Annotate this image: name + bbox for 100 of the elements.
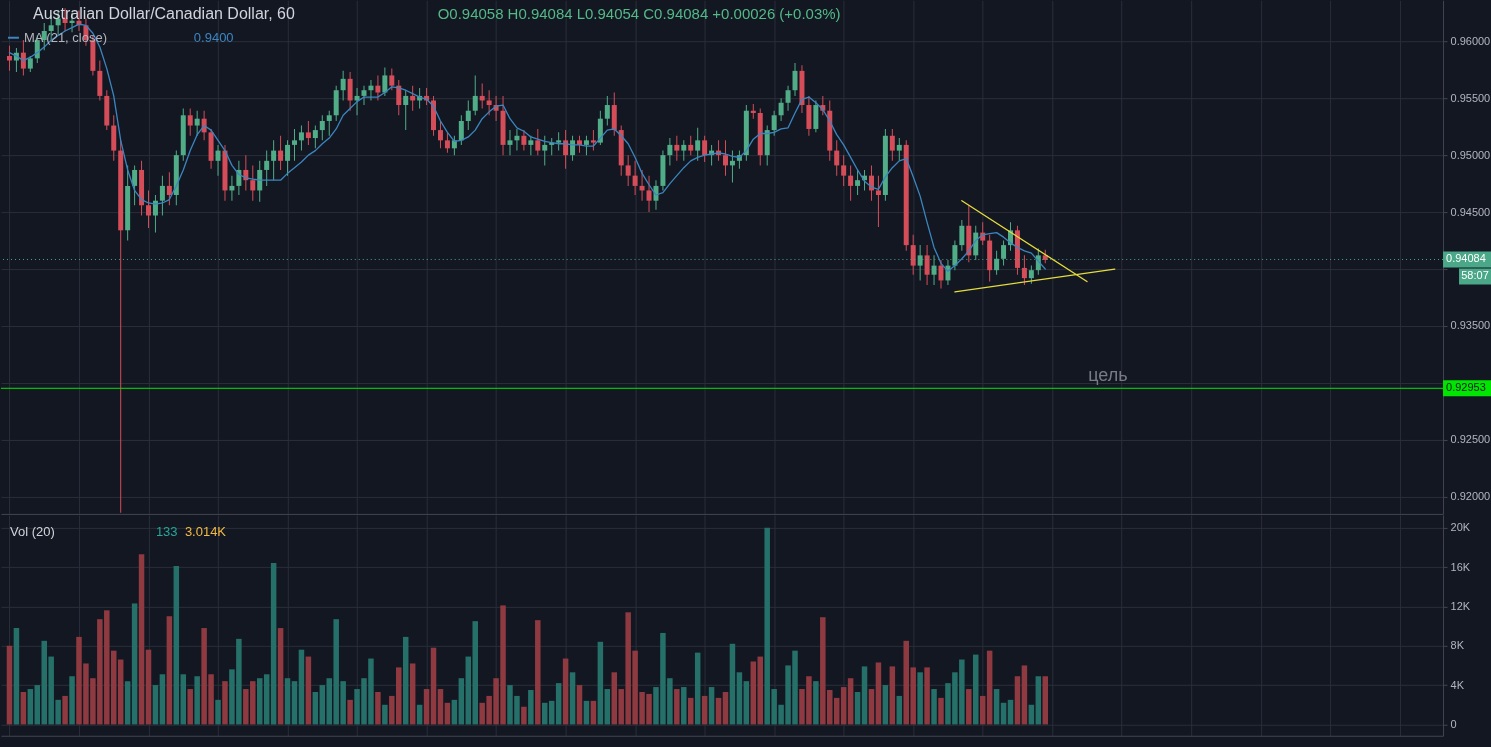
bar xyxy=(1035,676,1042,725)
bar xyxy=(13,628,20,725)
bar xyxy=(166,616,173,725)
bar xyxy=(993,689,1000,725)
bar xyxy=(847,678,854,725)
bar xyxy=(555,683,562,725)
text: Vol (20) xyxy=(9,523,55,539)
bar xyxy=(708,687,715,725)
bar xyxy=(889,666,896,725)
bar xyxy=(562,658,569,725)
bar xyxy=(277,628,284,725)
y-tick-label: 0.96000 xyxy=(1450,34,1491,47)
bar xyxy=(729,643,736,725)
y-tick-label: 0.93500 xyxy=(1450,319,1491,332)
bar xyxy=(924,667,930,725)
bar xyxy=(402,636,409,725)
y-tick-label: 20K xyxy=(1450,521,1471,534)
bar xyxy=(875,662,882,725)
bar xyxy=(569,672,576,725)
bar xyxy=(1014,676,1021,725)
bar xyxy=(743,681,750,725)
bar xyxy=(180,674,187,725)
bar xyxy=(1042,676,1049,725)
bar xyxy=(263,674,270,725)
bar xyxy=(458,678,465,725)
bar xyxy=(917,672,923,725)
bar xyxy=(187,689,193,725)
bar xyxy=(256,678,263,725)
bar xyxy=(437,689,444,725)
bar xyxy=(966,689,972,725)
bar xyxy=(152,685,159,725)
bar xyxy=(694,652,701,725)
y-tick-label: 4K xyxy=(1450,678,1465,691)
ref-line-label: 0.94084 xyxy=(1446,252,1486,265)
bar xyxy=(840,687,847,725)
bar xyxy=(124,681,131,725)
bar xyxy=(722,691,729,725)
bar xyxy=(298,649,305,725)
bar xyxy=(131,603,138,725)
bar xyxy=(973,654,979,725)
y-tick-label: 0 xyxy=(1450,717,1457,730)
y-tick-label: 12K xyxy=(1450,599,1471,612)
y-tick-label: 0.92000 xyxy=(1450,490,1491,503)
bar xyxy=(6,645,13,725)
bar xyxy=(931,689,937,725)
bar xyxy=(305,656,312,725)
bar xyxy=(576,685,583,725)
bar xyxy=(194,676,200,725)
y-tick-label: 0.95000 xyxy=(1450,148,1491,161)
bar xyxy=(159,674,166,725)
annotation: 3.014K xyxy=(184,523,227,539)
bar xyxy=(757,656,763,725)
bar xyxy=(938,697,944,725)
bar xyxy=(375,691,381,725)
bar xyxy=(382,704,388,725)
bar xyxy=(986,650,993,725)
bar xyxy=(681,687,687,725)
bar xyxy=(813,681,819,725)
bar xyxy=(138,554,145,725)
bar xyxy=(604,689,611,725)
bar xyxy=(62,695,68,725)
bar xyxy=(521,706,527,725)
bar xyxy=(409,663,416,725)
bar xyxy=(270,563,277,725)
bar xyxy=(215,699,221,725)
bar xyxy=(27,689,34,725)
annotation: 0.9400 xyxy=(193,30,234,46)
bar xyxy=(597,641,604,725)
bar xyxy=(674,689,680,725)
bar xyxy=(736,672,743,725)
bar xyxy=(854,691,861,725)
annotation: цель xyxy=(1088,365,1128,386)
bar xyxy=(20,691,27,725)
bar xyxy=(861,666,868,725)
text: 58:07 xyxy=(1461,269,1489,282)
bar xyxy=(312,691,319,725)
bar xyxy=(868,689,875,725)
bar xyxy=(882,685,889,725)
bar xyxy=(535,620,541,725)
annotation: 133 xyxy=(155,523,178,539)
ref-line-label: 0.92953 xyxy=(1446,381,1486,394)
bar xyxy=(117,659,124,725)
y-tick-label: 0.92500 xyxy=(1450,433,1491,446)
bar xyxy=(1021,665,1028,725)
y-tick-label: 0.94500 xyxy=(1450,205,1491,218)
bar xyxy=(291,681,298,725)
y-tick-label: 16K xyxy=(1450,560,1471,573)
bar xyxy=(528,690,534,725)
bar xyxy=(69,676,75,725)
bar xyxy=(145,649,152,725)
y-tick-label: 8K xyxy=(1450,639,1465,652)
bar xyxy=(430,647,437,725)
bar xyxy=(222,681,228,725)
bar xyxy=(173,566,180,725)
bar xyxy=(423,689,430,725)
y-tick-label: 0.95500 xyxy=(1450,91,1491,104)
bar xyxy=(284,678,291,725)
bar xyxy=(347,699,353,725)
chart-subtitle: O0.94058 H0.94084 L0.94054 C0.94084 +0.00026 (+0.03%) xyxy=(437,5,841,23)
bar xyxy=(750,661,757,725)
